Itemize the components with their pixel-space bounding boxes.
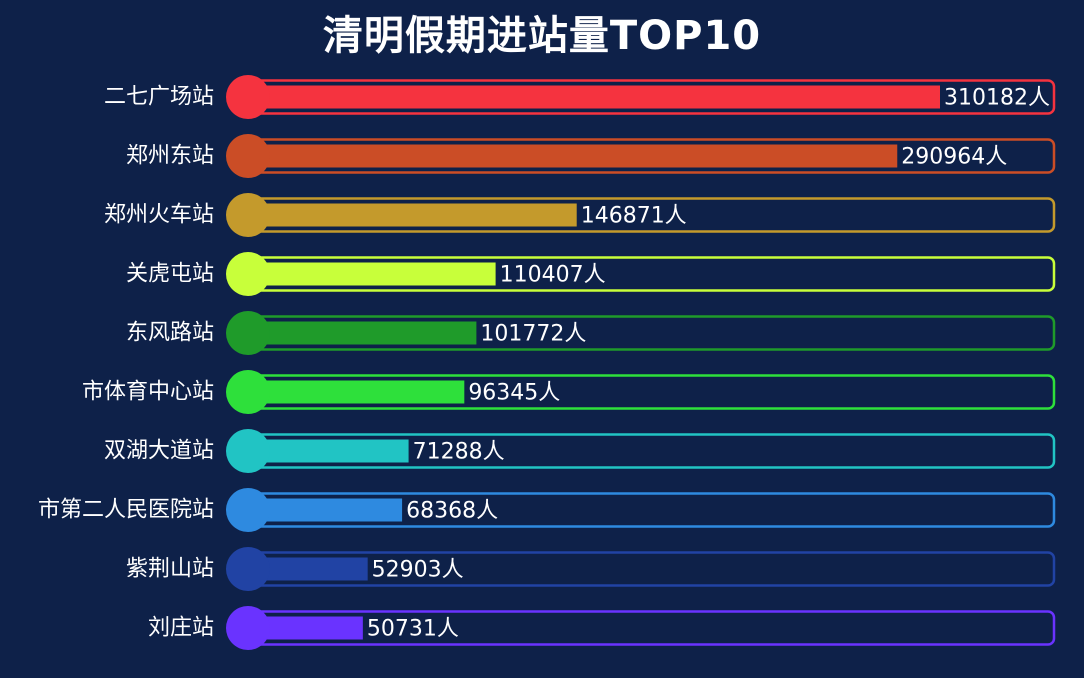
bar-marker	[226, 370, 270, 414]
category-label: 市第二人民医院站	[38, 498, 214, 523]
bar	[250, 144, 898, 168]
bar-marker	[226, 75, 270, 119]
category-label: 关虎屯站	[126, 262, 214, 287]
bar-row: 市体育中心站 96345人	[82, 370, 1056, 414]
chart-title: 清明假期进站量TOP10	[322, 13, 762, 59]
bar-row: 郑州火车站 146871人	[104, 193, 1056, 237]
bar-row: 郑州东站 290964人	[126, 134, 1056, 178]
bar-marker	[226, 547, 270, 591]
bar	[250, 380, 465, 404]
bar	[250, 498, 403, 522]
bar	[250, 203, 577, 227]
category-label: 市体育中心站	[82, 380, 214, 405]
bar-marker	[226, 252, 270, 296]
bar-marker	[226, 606, 270, 650]
data-label: 68368人	[406, 499, 498, 524]
category-label: 郑州火车站	[104, 203, 214, 228]
bar	[250, 439, 409, 463]
bar-marker	[226, 311, 270, 355]
bar-row: 关虎屯站 110407人	[126, 252, 1056, 296]
bar-marker	[226, 488, 270, 532]
bar	[250, 616, 363, 640]
data-label: 101772人	[480, 322, 586, 347]
bar	[250, 557, 368, 581]
bar	[250, 321, 477, 345]
bar-row: 双湖大道站 71288人	[104, 429, 1056, 473]
category-label: 东风路站	[126, 321, 214, 346]
data-label: 52903人	[372, 558, 464, 583]
bar-row: 市第二人民医院站 68368人	[38, 488, 1056, 532]
category-label: 紫荆山站	[126, 557, 214, 582]
data-label: 290964人	[901, 145, 1007, 170]
data-label: 310182人	[944, 86, 1050, 111]
category-label: 刘庄站	[148, 616, 214, 641]
bar-marker	[226, 134, 270, 178]
category-label: 双湖大道站	[104, 439, 214, 464]
data-label: 50731人	[367, 617, 459, 642]
data-label: 71288人	[413, 440, 505, 465]
data-label: 110407人	[500, 263, 606, 288]
bar	[250, 262, 496, 286]
bar-row: 东风路站 101772人	[126, 311, 1056, 355]
bar	[250, 85, 940, 109]
bar-row: 二七广场站 310182人	[104, 75, 1056, 119]
bar-row: 刘庄站 50731人	[148, 606, 1056, 650]
data-label: 96345人	[468, 381, 560, 406]
data-label: 146871人	[581, 204, 687, 229]
bar-marker	[226, 193, 270, 237]
bar-marker	[226, 429, 270, 473]
category-label: 二七广场站	[104, 85, 214, 110]
bar-row: 紫荆山站 52903人	[126, 547, 1056, 591]
category-label: 郑州东站	[126, 144, 214, 169]
